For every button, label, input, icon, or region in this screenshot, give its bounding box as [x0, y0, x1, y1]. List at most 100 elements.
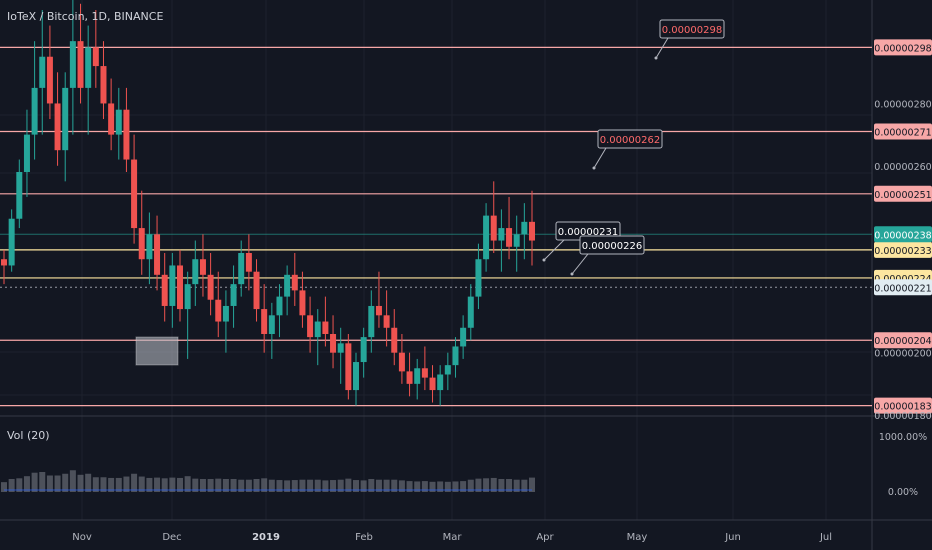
annotation-pointer-2 — [543, 239, 565, 261]
candle-body-60 — [460, 327, 467, 347]
candle-body-14 — [108, 103, 115, 135]
candle-body-58 — [444, 365, 451, 375]
annotation-pointer-0 — [655, 37, 669, 59]
annotation-box-0 — [659, 19, 725, 39]
candle-body-40 — [307, 315, 314, 338]
volume-bar-42 — [322, 480, 329, 492]
volume-bar-49 — [375, 479, 382, 492]
annotation-anchor-0 — [654, 56, 658, 60]
volume-bar-6 — [46, 475, 53, 492]
volume-bar-48 — [368, 479, 375, 492]
x-tick-3: Feb — [355, 532, 373, 543]
volume-bar-27 — [207, 479, 214, 492]
candle-body-59 — [452, 346, 459, 366]
volume-bar-57 — [437, 481, 444, 492]
volume-bar-39 — [299, 479, 306, 492]
level-tag-3 — [874, 241, 932, 258]
candle-body-64 — [490, 215, 497, 241]
candle-body-35 — [268, 315, 275, 334]
candle-body-51 — [391, 327, 398, 353]
candle-body-36 — [276, 296, 283, 316]
axes: 0.00000298 0.00000271 0.00000251 0.00000233… — [72, 39, 932, 543]
candle-body-56 — [429, 377, 436, 391]
candle-body-3 — [23, 134, 30, 172]
candle-body-53 — [406, 371, 413, 384]
volume-bar-52 — [398, 480, 405, 492]
annotation-text-2: 0.00000231 — [558, 227, 618, 238]
candle-body-1 — [8, 218, 15, 266]
volume-bar-25 — [192, 478, 199, 492]
volume-bar-43 — [330, 480, 337, 492]
volume-bar-56 — [429, 481, 436, 492]
candle-body-50 — [383, 315, 390, 328]
volume-bar-28 — [215, 478, 222, 492]
volume-bar-33 — [253, 479, 260, 492]
volume-bar-34 — [261, 478, 268, 492]
volume-bar-64 — [490, 477, 497, 492]
candle-body-61 — [467, 296, 474, 328]
volume-bar-37 — [284, 480, 291, 492]
candle-body-39 — [299, 290, 306, 316]
volume-bar-53 — [406, 481, 413, 492]
annotation-anchor-1 — [592, 166, 596, 170]
level-tag-text-1: 0.00000271 — [874, 128, 931, 139]
candle-body-10 — [77, 41, 84, 88]
volume-bar-60 — [460, 481, 467, 492]
volume-bar-38 — [291, 480, 298, 492]
candle-body-23 — [177, 265, 183, 310]
volume-bar-15 — [115, 477, 122, 492]
volume-bar-50 — [383, 479, 390, 492]
annotation-text-0: 0.00000298 — [662, 25, 722, 36]
volume-bar-16 — [123, 476, 130, 492]
x-tick-6: May — [627, 532, 648, 543]
volume-bar-8 — [62, 473, 69, 492]
annotation-anchor-2 — [542, 258, 546, 262]
volume-bar-5 — [39, 472, 46, 492]
candle-body-47 — [360, 337, 367, 363]
volume-bar-10 — [77, 474, 84, 492]
candle-body-15 — [115, 109, 122, 135]
candle-body-29 — [222, 305, 229, 322]
candle-body-69 — [529, 221, 535, 241]
level-tag-5 — [874, 332, 932, 349]
annotation-pointer-1 — [593, 147, 607, 169]
volume-bar-29 — [222, 479, 229, 492]
volume-bar-36 — [276, 480, 283, 492]
candle-body-13 — [100, 66, 107, 104]
y-tick-3: 0.00000180 — [874, 411, 931, 422]
candle-body-25 — [192, 259, 199, 285]
candle-body-66 — [506, 228, 513, 247]
volume-bar-18 — [138, 476, 145, 492]
x-tick-5: Apr — [536, 532, 554, 543]
level-tag-6 — [874, 397, 932, 414]
candle-body-57 — [437, 374, 444, 391]
vol-tick-1: 0.00% — [888, 487, 918, 498]
annotation-pointer-3 — [571, 253, 589, 275]
volume-bar-46 — [353, 480, 359, 492]
current-price-tag — [874, 226, 932, 243]
candle-body-5 — [39, 56, 46, 88]
volume-bar-45 — [345, 478, 352, 492]
candle-body-18 — [138, 228, 145, 260]
horizontal-levels — [0, 46, 872, 407]
candle-body-34 — [261, 309, 268, 334]
volume-bar-65 — [498, 479, 505, 492]
annotation-text-1: 0.00000262 — [600, 135, 660, 146]
level-tag-text-2: 0.00000251 — [874, 190, 931, 201]
x-tick-7: Jun — [724, 532, 741, 543]
volume-bar-17 — [131, 473, 138, 492]
volume-bar-41 — [314, 479, 321, 492]
candle-body-22 — [169, 265, 176, 306]
candle-body-26 — [199, 259, 206, 275]
volume-bar-61 — [467, 479, 474, 492]
candle-body-19 — [146, 234, 153, 260]
y-tick-1: 0.00000260 — [874, 162, 931, 173]
volume-bar-0 — [1, 482, 7, 492]
candle-body-4 — [31, 87, 38, 135]
volume-bar-3 — [23, 476, 30, 492]
candle-body-8 — [62, 87, 69, 151]
symbol-title: IoTeX / Bitcoin, 1D, BINANCE — [7, 10, 164, 23]
volume-bar-7 — [54, 475, 61, 492]
vol-tick-0: 1000.00% — [879, 432, 927, 443]
